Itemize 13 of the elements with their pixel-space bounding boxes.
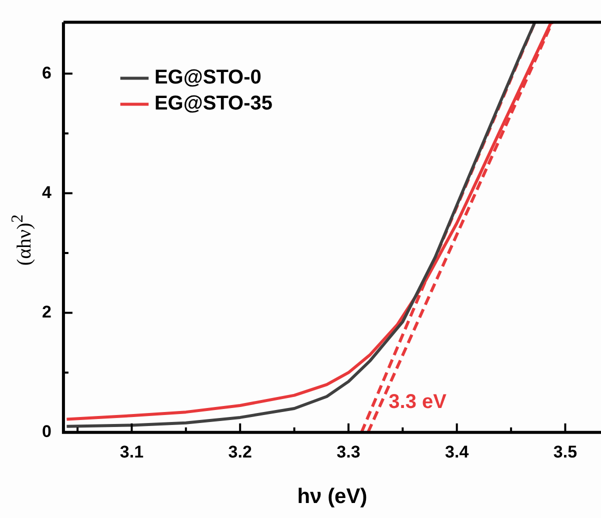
x-tick-label: 3.4 (445, 442, 470, 462)
x-tick-label: 3.1 (120, 442, 144, 462)
annotation: 3.3 eV (388, 390, 448, 413)
x-axis-title: hν (eV) (297, 485, 368, 508)
y-tick-label: 6 (42, 63, 52, 82)
y-tick-label: 2 (42, 302, 52, 322)
legend-label: EG@STO-35 (154, 92, 273, 115)
x-tick-label: 3.5 (553, 442, 578, 462)
y-tick-label: 4 (42, 182, 52, 202)
y-tick-label: 0 (42, 422, 52, 442)
x-tick-label: 3.2 (228, 442, 252, 462)
x-tick-label: 3.3 (336, 442, 360, 462)
legend-label: EG@STO-0 (154, 66, 262, 89)
